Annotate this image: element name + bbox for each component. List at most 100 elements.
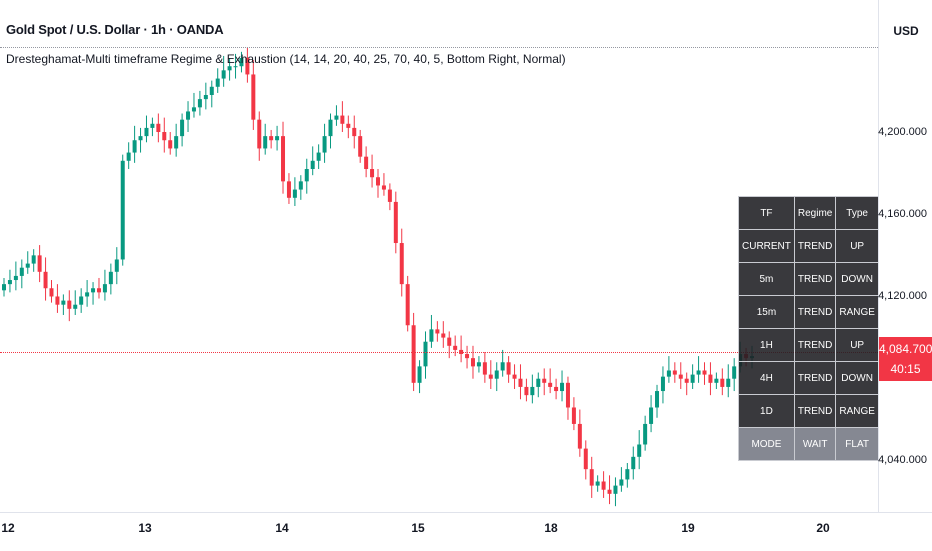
- candle: [44, 257, 48, 300]
- candle: [376, 169, 380, 198]
- candle-body: [441, 333, 445, 337]
- regime-cell: TREND: [794, 362, 835, 395]
- candle: [524, 379, 528, 402]
- candle: [619, 467, 623, 492]
- candle: [180, 114, 184, 147]
- regime-cell: RANGE: [836, 395, 879, 428]
- candle: [560, 370, 564, 401]
- candle: [8, 270, 12, 293]
- candle: [156, 114, 160, 143]
- candle-body: [55, 296, 59, 304]
- candle: [257, 111, 261, 160]
- candle-body: [394, 202, 398, 243]
- candle-body: [447, 338, 451, 346]
- candle-body: [150, 124, 154, 128]
- candle: [518, 364, 522, 399]
- regime-cell: CURRENT: [739, 230, 795, 263]
- time-scale[interactable]: 12 13 14 15 18 19 20: [0, 512, 932, 551]
- candle-body: [311, 161, 315, 169]
- candle: [453, 336, 457, 357]
- candle-body: [536, 379, 540, 387]
- candle: [323, 124, 327, 163]
- candle-body: [358, 136, 362, 157]
- candle-body: [382, 185, 386, 189]
- candle-body: [388, 190, 392, 202]
- price-tick: 4,160.000: [878, 208, 927, 220]
- regime-cell: MODE: [739, 428, 795, 461]
- candle: [121, 155, 125, 266]
- candle: [679, 362, 683, 389]
- candle: [394, 192, 398, 254]
- candle: [608, 475, 612, 504]
- candle-body: [518, 379, 522, 387]
- candle-body: [513, 375, 517, 379]
- candle-body: [708, 375, 712, 383]
- symbol-title[interactable]: Gold Spot / U.S. Dollar · 1h · OANDA: [6, 22, 223, 37]
- candle-body: [2, 284, 6, 290]
- regime-cell: WAIT: [794, 428, 835, 461]
- candle: [673, 362, 677, 383]
- candle-body: [269, 136, 273, 140]
- candle-body: [323, 136, 327, 152]
- candle: [637, 430, 641, 469]
- regime-cell: 5m: [739, 263, 795, 296]
- candle-body: [186, 111, 190, 119]
- candle-body: [435, 329, 439, 333]
- time-tick: 20: [816, 521, 829, 535]
- candle: [14, 262, 18, 291]
- indicator-legend[interactable]: Dresteghamat-Multi timeframe Regime & Ex…: [6, 52, 566, 66]
- candle-body: [162, 132, 166, 140]
- time-tick: 12: [1, 521, 14, 535]
- candle: [714, 373, 718, 389]
- candle: [501, 350, 505, 377]
- price-tick: 4,040.000: [878, 454, 927, 466]
- candle: [346, 116, 350, 139]
- candle: [97, 278, 101, 299]
- candle: [643, 416, 647, 451]
- candle: [139, 128, 143, 153]
- candle-body: [32, 255, 36, 263]
- candle-body: [334, 116, 338, 120]
- candle-body: [465, 354, 469, 358]
- candle: [162, 118, 166, 153]
- price-tick: 4,120.000: [878, 290, 927, 302]
- candle-body: [703, 370, 707, 374]
- candle-body: [530, 387, 534, 395]
- candle: [465, 346, 469, 369]
- candle-body: [370, 169, 374, 177]
- time-tick: 13: [138, 521, 151, 535]
- candle-body: [281, 136, 285, 181]
- candle-body: [507, 362, 511, 374]
- candle: [334, 105, 338, 126]
- candle-body: [44, 272, 48, 288]
- chart-area[interactable]: Gold Spot / U.S. Dollar · 1h · OANDA Dre…: [0, 0, 878, 512]
- candle: [530, 375, 534, 404]
- currency-button[interactable]: USD: [878, 16, 932, 46]
- candle: [174, 124, 178, 157]
- candle-body: [483, 362, 487, 374]
- candle-body: [685, 379, 689, 383]
- regime-cell: TREND: [794, 263, 835, 296]
- regime-cell: TREND: [794, 329, 835, 362]
- candle-body: [156, 124, 160, 132]
- candle: [150, 118, 154, 137]
- candle: [26, 251, 30, 274]
- price-scale[interactable]: 4,200.000 4,160.000 4,120.000 4,040.000: [878, 0, 932, 512]
- candle-body: [38, 255, 42, 271]
- candle: [204, 83, 208, 110]
- candle-body: [613, 486, 617, 494]
- candle: [732, 358, 736, 391]
- candle-body: [602, 481, 606, 489]
- candle: [625, 463, 629, 488]
- candle-body: [97, 288, 101, 292]
- regime-cell: 1D: [739, 395, 795, 428]
- candle-body: [471, 358, 475, 366]
- candle-body: [91, 288, 95, 292]
- candle: [667, 356, 671, 383]
- candle: [38, 245, 42, 282]
- candle: [483, 352, 487, 383]
- candle-body: [554, 387, 558, 391]
- candle-body: [542, 379, 546, 383]
- candle: [590, 457, 594, 498]
- candle-body: [85, 292, 89, 296]
